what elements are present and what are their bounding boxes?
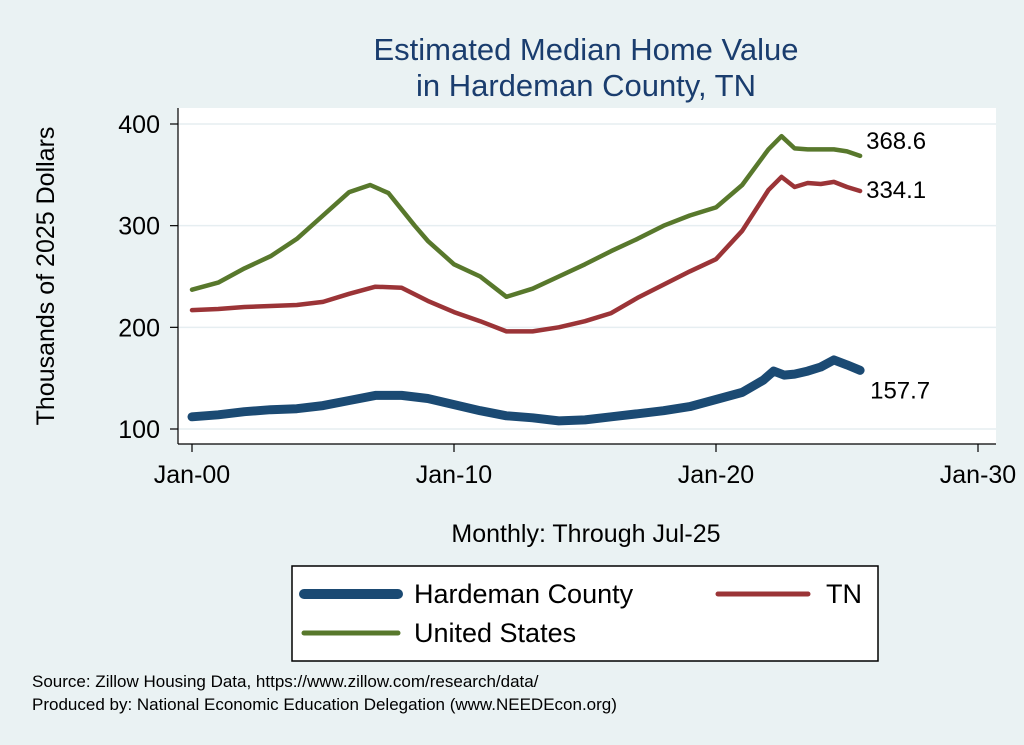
chart-title-line-1: Estimated Median Home Value xyxy=(373,32,798,67)
source-note: Source: Zillow Housing Data, https://www… xyxy=(32,672,539,691)
x-tick-label: Jan-10 xyxy=(416,461,492,489)
x-tick-label: Jan-20 xyxy=(678,461,754,489)
series-layer xyxy=(187,133,865,426)
chart-title-line-2: in Hardeman County, TN xyxy=(416,68,756,103)
legend-label-us: United States xyxy=(414,618,576,648)
legend: Hardeman County TN United States xyxy=(291,565,879,662)
legend-box xyxy=(291,565,879,662)
end-labels: 157.7 334.1 368.6 xyxy=(866,128,930,404)
series-line-hardeman xyxy=(187,355,865,426)
x-tick-label: Jan-00 xyxy=(154,461,230,489)
y-tick-label: 300 xyxy=(118,213,160,241)
x-axis-label: Monthly: Through Jul-25 xyxy=(451,520,720,548)
end-label-tn: 334.1 xyxy=(866,177,926,204)
y-tick-label: 100 xyxy=(118,416,160,444)
y-tick-label: 200 xyxy=(118,314,160,342)
legend-label-tn: TN xyxy=(826,579,862,609)
x-tick-label: Jan-30 xyxy=(940,461,1016,489)
series-line-tn xyxy=(189,174,863,334)
end-label-us: 368.6 xyxy=(866,128,926,155)
y-tick-label: 400 xyxy=(118,111,160,139)
y-axis-label: Thousands of 2025 Dollars xyxy=(32,127,60,426)
series-line-us xyxy=(189,133,863,300)
plot-area xyxy=(178,108,996,444)
end-label-hardeman: 157.7 xyxy=(870,377,930,404)
producer-note: Produced by: National Economic Education… xyxy=(32,695,617,714)
axes: 100 200 300 400 Jan-00 Jan-10 Jan-20 Jan-30 xyxy=(118,108,1016,489)
legend-label-hardeman: Hardeman County xyxy=(414,579,634,609)
